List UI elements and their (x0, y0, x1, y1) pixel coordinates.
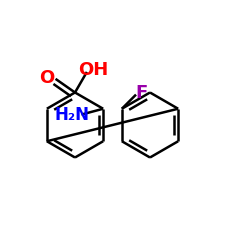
Text: H₂N: H₂N (54, 106, 90, 124)
Text: F: F (135, 84, 147, 102)
Text: O: O (39, 69, 54, 87)
Text: OH: OH (78, 61, 108, 79)
